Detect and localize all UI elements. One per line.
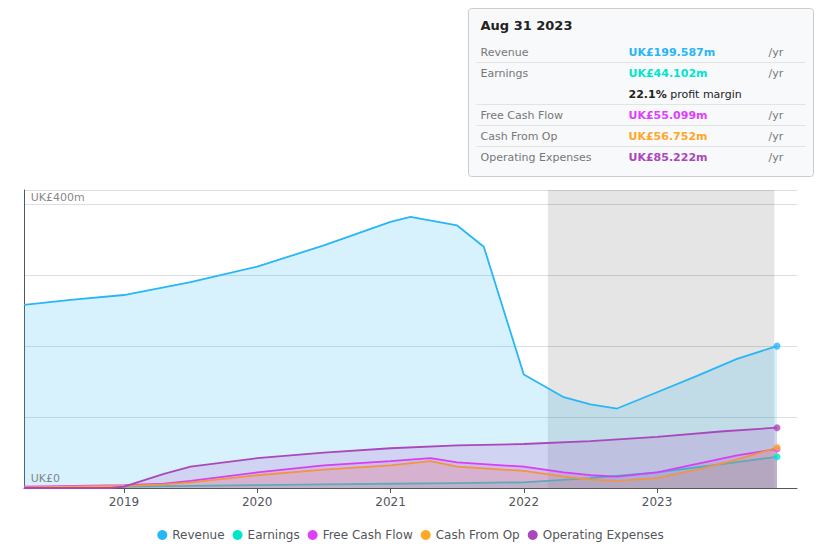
svg-text:Free Cash Flow: Free Cash Flow [323,528,413,542]
svg-text:Cash From Op: Cash From Op [436,528,520,542]
svg-text:Revenue: Revenue [172,528,224,542]
svg-text:2022: 2022 [509,495,540,509]
svg-text:UK£400m: UK£400m [31,191,85,204]
svg-text:Operating Expenses: Operating Expenses [481,151,592,164]
svg-text:/yr: /yr [769,46,784,59]
svg-text:/yr: /yr [769,130,784,143]
svg-text:22.1%: 22.1% [629,88,667,101]
svg-text:Free Cash Flow: Free Cash Flow [481,109,564,122]
svg-text:UK£55.099m: UK£55.099m [629,109,708,122]
svg-text:2020: 2020 [242,495,273,509]
svg-text:2021: 2021 [375,495,406,509]
svg-text:Earnings: Earnings [481,67,529,80]
svg-text:UK£56.752m: UK£56.752m [629,130,708,143]
svg-text:/yr: /yr [769,67,784,80]
svg-text:Aug 31 2023: Aug 31 2023 [481,18,573,33]
svg-text:UK£0: UK£0 [31,472,60,485]
svg-text:/yr: /yr [769,151,784,164]
svg-text:/yr: /yr [769,109,784,122]
svg-text:Operating Expenses: Operating Expenses [543,528,664,542]
svg-text:UK£85.222m: UK£85.222m [629,151,708,164]
svg-text:UK£199.587m: UK£199.587m [629,46,716,59]
svg-text:Earnings: Earnings [248,528,300,542]
svg-text:Cash From Op: Cash From Op [481,130,558,143]
svg-text:2023: 2023 [642,495,673,509]
svg-text:UK£44.102m: UK£44.102m [629,67,708,80]
svg-text:Revenue: Revenue [481,46,529,59]
svg-text:profit margin: profit margin [667,88,742,101]
svg-text:2019: 2019 [109,495,140,509]
